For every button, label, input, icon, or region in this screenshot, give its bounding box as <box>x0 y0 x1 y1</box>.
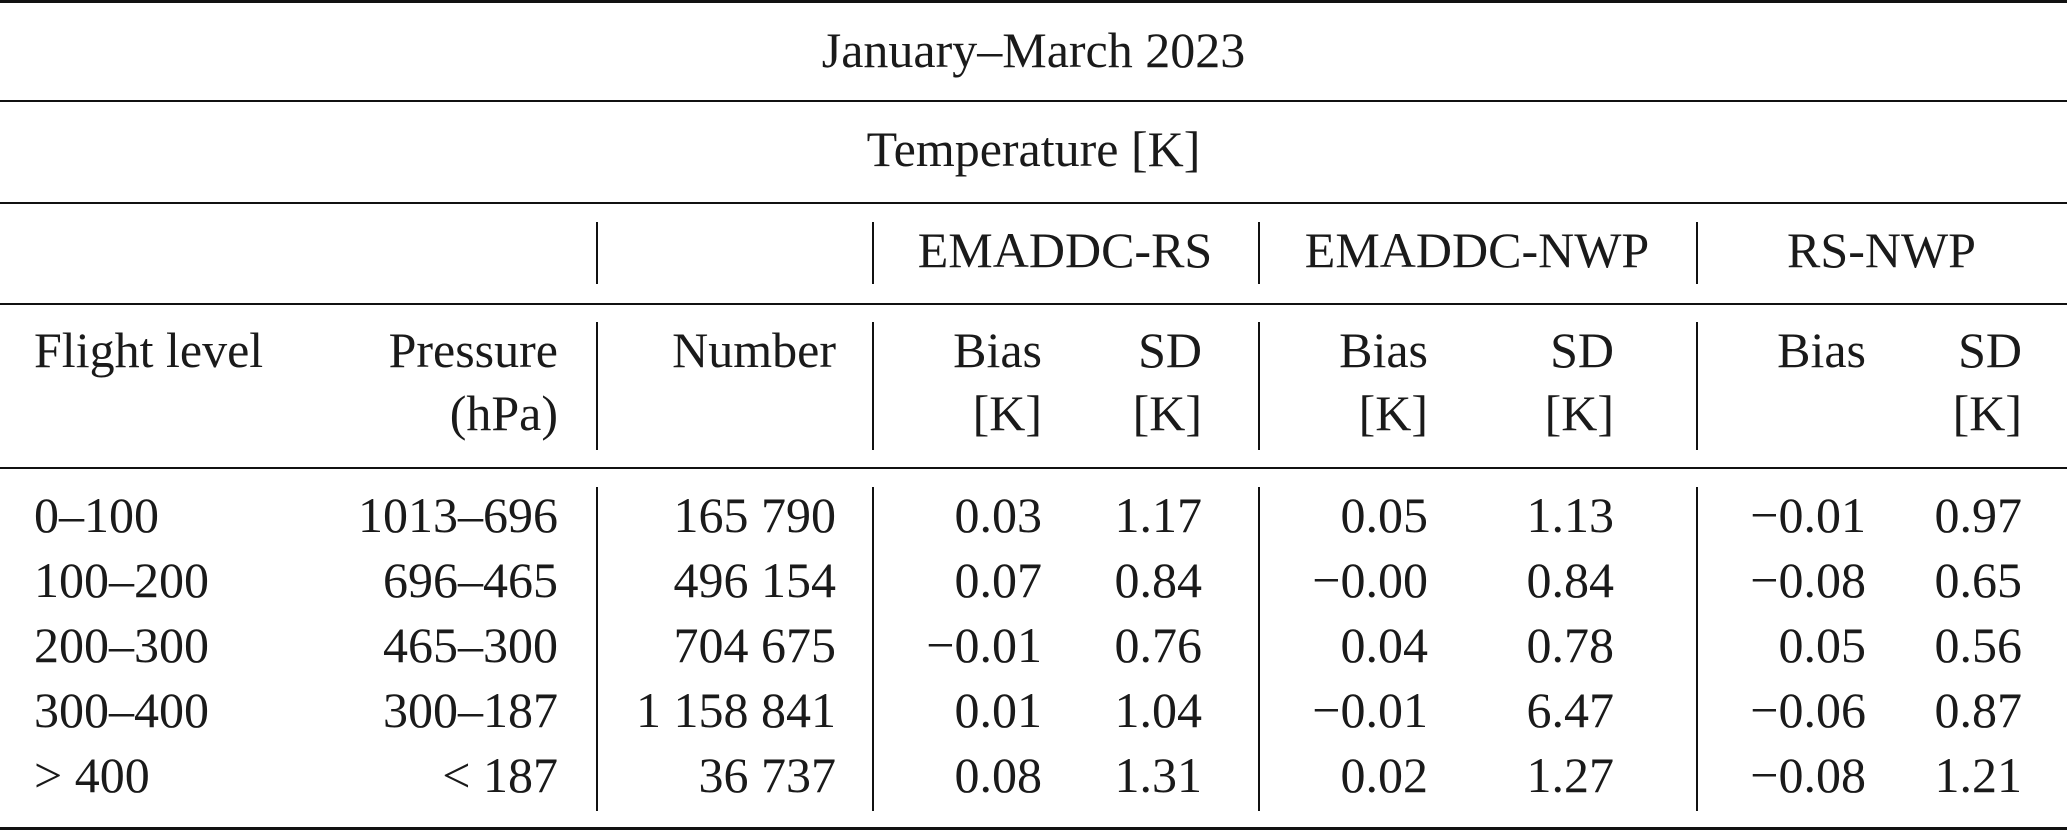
cell-flight-level: 100–200 <box>34 552 209 608</box>
header-flight-level: Flight level <box>34 322 264 378</box>
cell-number: 36 737 <box>698 747 837 803</box>
cell-flight-level: 300–400 <box>34 682 209 738</box>
header-rule <box>0 467 2067 469</box>
col-separator <box>1258 487 1260 811</box>
cell-number: 704 675 <box>673 617 837 673</box>
header-sd-unit: [K] <box>1132 385 1202 441</box>
table-subtitle: Temperature [K] <box>866 121 1201 177</box>
group-header-emaddc-rs: EMADDC-RS <box>917 222 1213 278</box>
cell-emaddc-rs-sd: 1.17 <box>1114 487 1203 543</box>
group-header-rs-nwp: RS-NWP <box>1787 222 1976 278</box>
cell-rs-nwp-bias: −0.08 <box>1750 747 1866 803</box>
header-sd: SD <box>1550 322 1614 378</box>
cell-emaddc-rs-sd: 0.76 <box>1114 617 1203 673</box>
cell-emaddc-nwp-bias: 0.02 <box>1340 747 1429 803</box>
cell-rs-nwp-sd: 0.65 <box>1934 552 2023 608</box>
cell-pressure: 300–187 <box>383 682 558 738</box>
cell-rs-nwp-sd: 0.97 <box>1934 487 2023 543</box>
cell-number: 496 154 <box>673 552 837 608</box>
cell-emaddc-rs-bias: 0.03 <box>954 487 1043 543</box>
cell-pressure: 696–465 <box>383 552 558 608</box>
col-separator <box>1696 222 1698 284</box>
col-separator <box>596 222 598 284</box>
header-bias-unit: [K] <box>972 385 1042 441</box>
group-header-emaddc-nwp: EMADDC-NWP <box>1304 222 1650 278</box>
cell-rs-nwp-bias: −0.01 <box>1750 487 1866 543</box>
cell-rs-nwp-sd: 1.21 <box>1934 747 2023 803</box>
cell-emaddc-rs-sd: 1.31 <box>1114 747 1203 803</box>
header-pressure: Pressure <box>388 322 558 378</box>
top-rule <box>0 0 2067 3</box>
col-separator <box>872 222 874 284</box>
cell-emaddc-nwp-sd: 0.78 <box>1526 617 1615 673</box>
col-separator <box>596 322 598 450</box>
cell-flight-level: 200–300 <box>34 617 209 673</box>
header-bias: Bias <box>953 322 1042 378</box>
header-sd: SD <box>1138 322 1202 378</box>
header-sd: SD <box>1958 322 2022 378</box>
cell-flight-level: > 400 <box>34 747 150 803</box>
col-separator <box>1696 322 1698 450</box>
header-number: Number <box>672 322 836 378</box>
cell-pressure: < 187 <box>442 747 558 803</box>
col-separator <box>872 487 874 811</box>
header-pressure-unit: (hPa) <box>449 385 558 441</box>
cell-number: 1 158 841 <box>636 682 836 738</box>
cell-emaddc-nwp-sd: 1.27 <box>1526 747 1615 803</box>
cell-emaddc-nwp-bias: 0.04 <box>1340 617 1429 673</box>
header-sd-unit: [K] <box>1544 385 1614 441</box>
cell-emaddc-rs-bias: 0.08 <box>954 747 1043 803</box>
cell-emaddc-nwp-sd: 6.47 <box>1526 682 1615 738</box>
cell-rs-nwp-sd: 0.56 <box>1934 617 2023 673</box>
title-rule <box>0 100 2067 102</box>
cell-emaddc-nwp-sd: 1.13 <box>1526 487 1615 543</box>
subtitle-rule <box>0 202 2067 204</box>
cell-emaddc-nwp-bias: −0.01 <box>1312 682 1428 738</box>
col-separator <box>596 487 598 811</box>
col-separator <box>1258 222 1260 284</box>
cell-rs-nwp-sd: 0.87 <box>1934 682 2023 738</box>
header-sd-unit: [K] <box>1952 385 2022 441</box>
cell-emaddc-rs-sd: 0.84 <box>1114 552 1203 608</box>
header-bias: Bias <box>1777 322 1866 378</box>
col-separator <box>872 322 874 450</box>
cell-emaddc-rs-bias: 0.01 <box>954 682 1043 738</box>
cell-pressure: 465–300 <box>383 617 558 673</box>
cell-flight-level: 0–100 <box>34 487 159 543</box>
col-separator <box>1258 322 1260 450</box>
group-rule <box>0 303 2067 305</box>
cell-emaddc-nwp-sd: 0.84 <box>1526 552 1615 608</box>
cell-number: 165 790 <box>673 487 837 543</box>
bottom-rule <box>0 827 2067 830</box>
cell-emaddc-rs-sd: 1.04 <box>1114 682 1203 738</box>
cell-emaddc-rs-bias: 0.07 <box>954 552 1043 608</box>
cell-rs-nwp-bias: 0.05 <box>1778 617 1867 673</box>
cell-pressure: 1013–696 <box>358 487 558 543</box>
cell-emaddc-rs-bias: −0.01 <box>926 617 1042 673</box>
header-bias-unit: [K] <box>1358 385 1428 441</box>
cell-rs-nwp-bias: −0.06 <box>1750 682 1866 738</box>
cell-emaddc-nwp-bias: 0.05 <box>1340 487 1429 543</box>
table-title: January–March 2023 <box>821 22 1246 78</box>
cell-rs-nwp-bias: −0.08 <box>1750 552 1866 608</box>
col-separator <box>1696 487 1698 811</box>
cell-emaddc-nwp-bias: −0.00 <box>1312 552 1428 608</box>
header-bias: Bias <box>1339 322 1428 378</box>
